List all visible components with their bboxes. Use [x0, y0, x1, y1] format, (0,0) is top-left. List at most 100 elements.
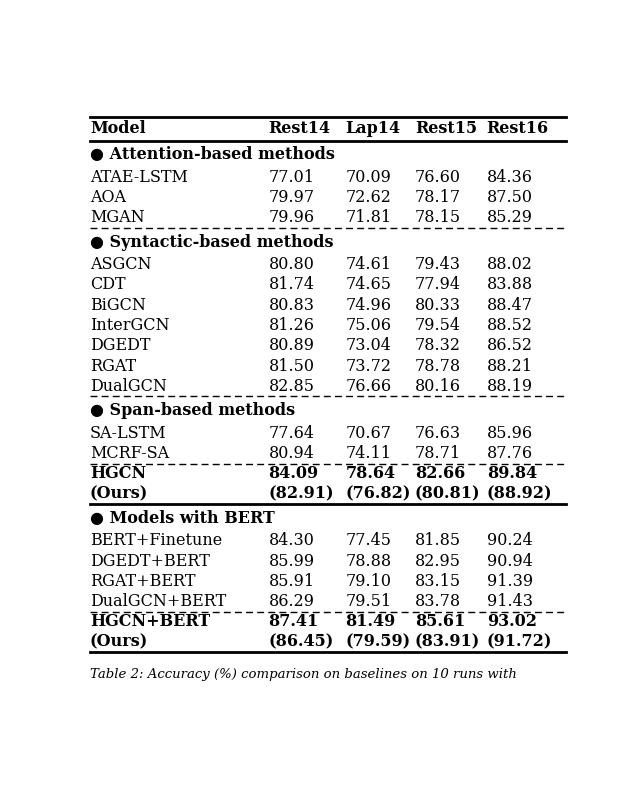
Text: InterGCN: InterGCN — [90, 317, 170, 334]
Text: 85.29: 85.29 — [486, 209, 532, 227]
Text: 78.15: 78.15 — [415, 209, 461, 227]
Text: (88.92): (88.92) — [486, 485, 552, 503]
Text: 75.06: 75.06 — [346, 317, 392, 334]
Text: 79.96: 79.96 — [269, 209, 315, 227]
Text: 76.63: 76.63 — [415, 425, 461, 441]
Text: DGEDT: DGEDT — [90, 338, 150, 354]
Text: 77.01: 77.01 — [269, 168, 314, 186]
Text: BiGCN: BiGCN — [90, 297, 146, 314]
Text: DualGCN: DualGCN — [90, 377, 167, 395]
Text: 81.85: 81.85 — [415, 532, 461, 549]
Text: 81.26: 81.26 — [269, 317, 314, 334]
Text: 84.09: 84.09 — [269, 465, 319, 482]
Text: (Ours): (Ours) — [90, 485, 148, 503]
Text: 85.96: 85.96 — [486, 425, 533, 441]
Text: Rest14: Rest14 — [269, 120, 331, 137]
Text: 79.43: 79.43 — [415, 256, 461, 273]
Text: 74.61: 74.61 — [346, 256, 392, 273]
Text: DualGCN+BERT: DualGCN+BERT — [90, 593, 226, 610]
Text: 87.41: 87.41 — [269, 614, 319, 630]
Text: ● Attention-based methods: ● Attention-based methods — [90, 147, 335, 164]
Text: 82.85: 82.85 — [269, 377, 314, 395]
Text: (Ours): (Ours) — [90, 634, 148, 650]
Text: 91.43: 91.43 — [486, 593, 532, 610]
Text: (82.91): (82.91) — [269, 485, 334, 503]
Text: (80.81): (80.81) — [415, 485, 480, 503]
Text: 74.65: 74.65 — [346, 276, 392, 294]
Text: Lap14: Lap14 — [346, 120, 401, 137]
Text: 84.30: 84.30 — [269, 532, 314, 549]
Text: 81.74: 81.74 — [269, 276, 314, 294]
Text: 90.94: 90.94 — [486, 552, 532, 570]
Text: 80.16: 80.16 — [415, 377, 461, 395]
Text: 86.29: 86.29 — [269, 593, 314, 610]
Text: (86.45): (86.45) — [269, 634, 333, 650]
Text: 82.95: 82.95 — [415, 552, 461, 570]
Text: 88.52: 88.52 — [486, 317, 532, 334]
Text: Rest15: Rest15 — [415, 120, 477, 137]
Text: 80.80: 80.80 — [269, 256, 314, 273]
Text: 80.83: 80.83 — [269, 297, 314, 314]
Text: 85.99: 85.99 — [269, 552, 315, 570]
Text: 77.45: 77.45 — [346, 532, 392, 549]
Text: 77.64: 77.64 — [269, 425, 314, 441]
Text: 74.11: 74.11 — [346, 445, 392, 462]
Text: 88.02: 88.02 — [486, 256, 532, 273]
Text: 78.71: 78.71 — [415, 445, 461, 462]
Text: Table 2: Accuracy (%) comparison on baselines on 10 runs with: Table 2: Accuracy (%) comparison on base… — [90, 668, 516, 681]
Text: ATAE-LSTM: ATAE-LSTM — [90, 168, 188, 186]
Text: 79.54: 79.54 — [415, 317, 461, 334]
Text: 91.39: 91.39 — [486, 573, 533, 590]
Text: ● Span-based methods: ● Span-based methods — [90, 402, 295, 419]
Text: 80.33: 80.33 — [415, 297, 461, 314]
Text: 88.47: 88.47 — [486, 297, 532, 314]
Text: ● Models with BERT: ● Models with BERT — [90, 510, 275, 527]
Text: 78.17: 78.17 — [415, 189, 461, 206]
Text: 78.78: 78.78 — [415, 358, 461, 374]
Text: Model: Model — [90, 120, 145, 137]
Text: (76.82): (76.82) — [346, 485, 411, 503]
Text: 84.36: 84.36 — [486, 168, 532, 186]
Text: 83.88: 83.88 — [486, 276, 533, 294]
Text: 79.51: 79.51 — [346, 593, 392, 610]
Text: 83.78: 83.78 — [415, 593, 461, 610]
Text: AOA: AOA — [90, 189, 126, 206]
Text: MGAN: MGAN — [90, 209, 145, 227]
Text: 76.60: 76.60 — [415, 168, 461, 186]
Text: 79.97: 79.97 — [269, 189, 315, 206]
Text: 78.88: 78.88 — [346, 552, 392, 570]
Text: 85.91: 85.91 — [269, 573, 315, 590]
Text: 86.52: 86.52 — [486, 338, 532, 354]
Text: 73.04: 73.04 — [346, 338, 391, 354]
Text: (91.72): (91.72) — [486, 634, 552, 650]
Text: 89.84: 89.84 — [486, 465, 537, 482]
Text: MCRF-SA: MCRF-SA — [90, 445, 169, 462]
Text: 81.50: 81.50 — [269, 358, 314, 374]
Text: 72.62: 72.62 — [346, 189, 391, 206]
Text: 81.49: 81.49 — [346, 614, 396, 630]
Text: CDT: CDT — [90, 276, 125, 294]
Text: RGAT: RGAT — [90, 358, 136, 374]
Text: (79.59): (79.59) — [346, 634, 410, 650]
Text: Rest16: Rest16 — [486, 120, 549, 137]
Text: 80.94: 80.94 — [269, 445, 314, 462]
Text: SA-LSTM: SA-LSTM — [90, 425, 166, 441]
Text: 77.94: 77.94 — [415, 276, 461, 294]
Text: 70.09: 70.09 — [346, 168, 391, 186]
Text: 70.67: 70.67 — [346, 425, 392, 441]
Text: DGEDT+BERT: DGEDT+BERT — [90, 552, 210, 570]
Text: 78.32: 78.32 — [415, 338, 461, 354]
Text: 82.66: 82.66 — [415, 465, 465, 482]
Text: 80.89: 80.89 — [269, 338, 314, 354]
Text: 79.10: 79.10 — [346, 573, 392, 590]
Text: 74.96: 74.96 — [346, 297, 392, 314]
Text: 73.72: 73.72 — [346, 358, 392, 374]
Text: HGCN: HGCN — [90, 465, 146, 482]
Text: ASGCN: ASGCN — [90, 256, 152, 273]
Text: 90.24: 90.24 — [486, 532, 532, 549]
Text: 71.81: 71.81 — [346, 209, 392, 227]
Text: 85.61: 85.61 — [415, 614, 465, 630]
Text: 88.21: 88.21 — [486, 358, 532, 374]
Text: (83.91): (83.91) — [415, 634, 480, 650]
Text: HGCN+BERT: HGCN+BERT — [90, 614, 210, 630]
